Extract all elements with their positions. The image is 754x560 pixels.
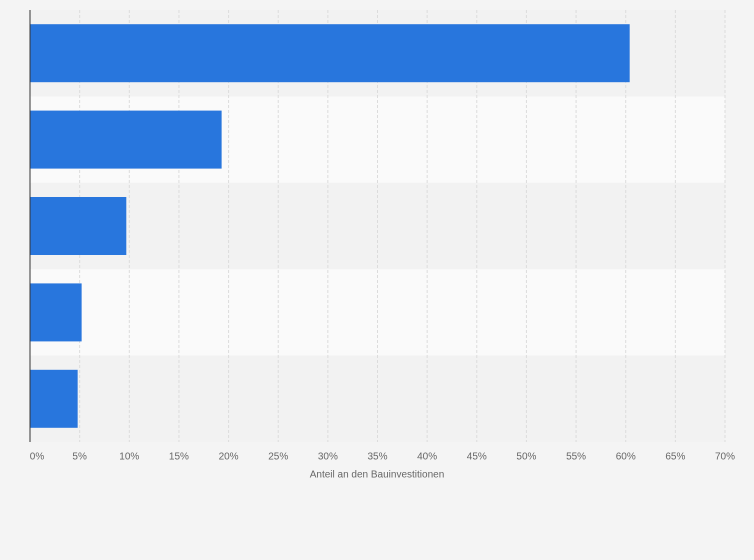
- x-tick-label: 30%: [318, 452, 338, 463]
- x-axis-title: Anteil an den Bauinvestitionen: [310, 470, 445, 481]
- x-tick-label: 70%: [715, 452, 735, 463]
- x-tick-label: 40%: [417, 452, 437, 463]
- x-tick-label: 20%: [219, 452, 239, 463]
- x-tick-label: 50%: [516, 452, 536, 463]
- bar: [30, 369, 78, 428]
- bar: [30, 110, 222, 169]
- x-tick-label: 15%: [169, 452, 189, 463]
- row-band: [30, 355, 725, 442]
- x-tick-label: 55%: [566, 452, 586, 463]
- bar: [30, 283, 82, 342]
- x-tick-label: 10%: [119, 452, 139, 463]
- x-tick-label: 60%: [616, 452, 636, 463]
- x-tick-label: 45%: [467, 452, 487, 463]
- x-tick-label: 65%: [665, 452, 685, 463]
- bar: [30, 197, 127, 255]
- x-tick-label: 35%: [367, 452, 387, 463]
- x-tick-label: 0%: [30, 452, 45, 463]
- x-tick-label: 25%: [268, 452, 288, 463]
- bar: [30, 24, 630, 83]
- x-tick-label: 5%: [72, 452, 87, 463]
